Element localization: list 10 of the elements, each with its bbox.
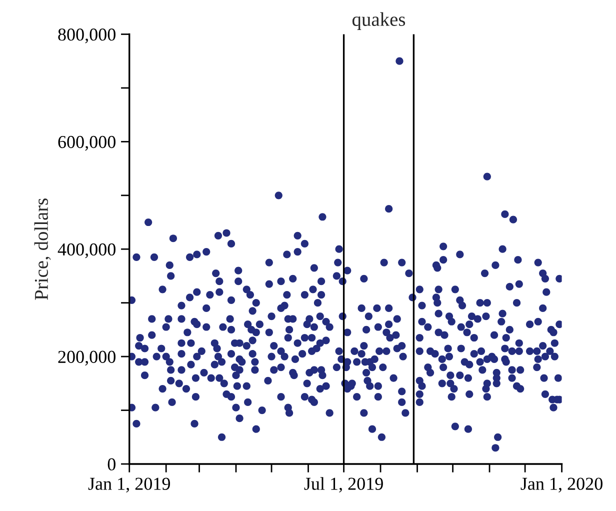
x-tick-label: Jan 1, 2019: [88, 478, 170, 492]
y-tick-label: 200,000: [58, 350, 116, 366]
y-tick-label: 800,000: [58, 28, 116, 44]
x-tick-label: Jan 1, 2020: [520, 478, 602, 492]
y-axis-title: Price, dollars: [34, 198, 51, 300]
x-tick-label: Jul 1, 2019: [304, 477, 383, 492]
y-tick-label: 600,000: [58, 136, 116, 151]
y-tick-label: 0: [108, 458, 116, 470]
y-tick-label: 400,000: [58, 243, 116, 258]
text: quakes: [352, 12, 406, 30]
